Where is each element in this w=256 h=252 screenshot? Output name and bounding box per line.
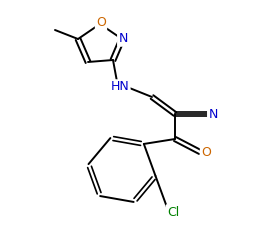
Text: O: O <box>96 16 106 29</box>
Text: N: N <box>208 108 218 120</box>
Text: O: O <box>201 146 211 160</box>
Text: Cl: Cl <box>167 205 179 218</box>
Text: N: N <box>118 33 128 46</box>
Text: HN: HN <box>111 80 129 93</box>
